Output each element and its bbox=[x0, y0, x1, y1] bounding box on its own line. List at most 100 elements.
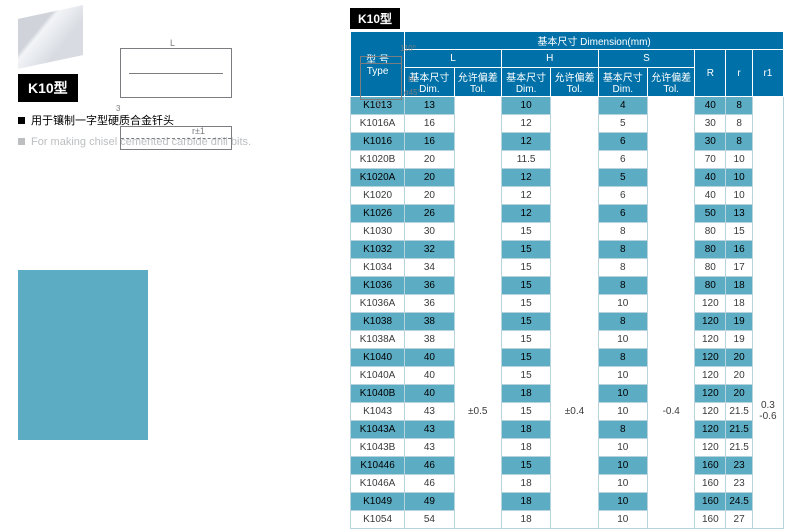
cell-R: 40 bbox=[695, 169, 726, 187]
cell-Htol bbox=[551, 187, 598, 205]
cell-L: 32 bbox=[405, 241, 455, 259]
dim-H: H bbox=[408, 74, 415, 84]
cell-H: 18 bbox=[501, 439, 551, 457]
th-H: H bbox=[501, 50, 598, 68]
cell-S: 10 bbox=[598, 385, 648, 403]
cell-type: K10446 bbox=[351, 457, 405, 475]
cell-L: 20 bbox=[405, 169, 455, 187]
cell-H: 10 bbox=[501, 97, 551, 115]
table-row: K1034341588017 bbox=[351, 259, 784, 277]
th-tol: 允许偏差 bbox=[458, 73, 498, 84]
cell-R: 80 bbox=[695, 259, 726, 277]
cell-Stol bbox=[648, 169, 695, 187]
cell-rr: 10 bbox=[726, 169, 752, 187]
th-r1: r1 bbox=[752, 50, 783, 97]
cell-H: 18 bbox=[501, 385, 551, 403]
cell-r1 bbox=[752, 97, 783, 115]
cell-S: 10 bbox=[598, 457, 648, 475]
cell-type: K1049 bbox=[351, 493, 405, 511]
cell-R: 70 bbox=[695, 151, 726, 169]
cell-R: 80 bbox=[695, 223, 726, 241]
dim-ang: 110° bbox=[400, 44, 416, 53]
cell-Stol bbox=[648, 241, 695, 259]
cell-S: 10 bbox=[598, 439, 648, 457]
cell-R: 80 bbox=[695, 241, 726, 259]
th-tol: 允许偏差 bbox=[554, 73, 594, 84]
cell-H: 15 bbox=[501, 313, 551, 331]
cell-L: 40 bbox=[405, 367, 455, 385]
cell-Htol bbox=[551, 97, 598, 115]
table-tab: K10型 bbox=[350, 8, 400, 29]
cell-H: 12 bbox=[501, 115, 551, 133]
cell-Htol bbox=[551, 151, 598, 169]
cell-type: K1032 bbox=[351, 241, 405, 259]
cell-type: K1054 bbox=[351, 511, 405, 529]
cell-type: K1043 bbox=[351, 403, 405, 421]
cell-Ltol bbox=[454, 277, 501, 295]
cell-Stol bbox=[648, 277, 695, 295]
cell-rr: 17 bbox=[726, 259, 752, 277]
cell-Ltol bbox=[454, 115, 501, 133]
cell-S: 10 bbox=[598, 511, 648, 529]
cell-r1 bbox=[752, 277, 783, 295]
cell-R: 120 bbox=[695, 403, 726, 421]
cell-S: 10 bbox=[598, 403, 648, 421]
cell-rr: 20 bbox=[726, 385, 752, 403]
cell-r1 bbox=[752, 151, 783, 169]
cell-rr: 23 bbox=[726, 457, 752, 475]
cell-S: 8 bbox=[598, 421, 648, 439]
cell-rr: 20 bbox=[726, 349, 752, 367]
th-tol2: Tol. bbox=[567, 84, 583, 95]
cell-Htol bbox=[551, 115, 598, 133]
cell-rr: 18 bbox=[726, 295, 752, 313]
cell-type: K1040 bbox=[351, 349, 405, 367]
cell-rr: 10 bbox=[726, 151, 752, 169]
cell-rr: 16 bbox=[726, 241, 752, 259]
cell-R: 30 bbox=[695, 133, 726, 151]
cell-Htol bbox=[551, 277, 598, 295]
table-row: K1032321588016 bbox=[351, 241, 784, 259]
cell-rr: 10 bbox=[726, 187, 752, 205]
cell-R: 40 bbox=[695, 97, 726, 115]
cell-Htol bbox=[551, 259, 598, 277]
cell-rr: 15 bbox=[726, 223, 752, 241]
th-dim2: Dim. bbox=[516, 84, 537, 95]
cell-S: 8 bbox=[598, 277, 648, 295]
cell-H: 15 bbox=[501, 331, 551, 349]
cell-Stol bbox=[648, 151, 695, 169]
cell-H: 15 bbox=[501, 349, 551, 367]
cell-Htol bbox=[551, 133, 598, 151]
cell-S: 5 bbox=[598, 169, 648, 187]
cell-H: 15 bbox=[501, 277, 551, 295]
cell-Stol: -0.4 bbox=[648, 295, 695, 529]
cell-Stol bbox=[648, 259, 695, 277]
table-row: K1026261265013 bbox=[351, 205, 784, 223]
cell-type: K1030 bbox=[351, 223, 405, 241]
cell-S: 6 bbox=[598, 187, 648, 205]
cell-H: 15 bbox=[501, 223, 551, 241]
table-row: K1036A36±0.515±0.410-0.4120180.3 -0.6 bbox=[351, 295, 784, 313]
cell-S: 6 bbox=[598, 133, 648, 151]
cell-r1 bbox=[752, 223, 783, 241]
cell-L: 20 bbox=[405, 151, 455, 169]
dim-ang2: α45° bbox=[404, 88, 421, 97]
cell-H: 12 bbox=[501, 133, 551, 151]
cell-S: 10 bbox=[598, 331, 648, 349]
tech-drawing: L 3 r±1 110° H S α45° bbox=[120, 48, 232, 150]
cell-type: K1040B bbox=[351, 385, 405, 403]
cell-S: 8 bbox=[598, 349, 648, 367]
cell-r1 bbox=[752, 187, 783, 205]
cell-type: K1020A bbox=[351, 169, 405, 187]
cell-L: 46 bbox=[405, 475, 455, 493]
cell-rr: 8 bbox=[726, 97, 752, 115]
cell-L: 40 bbox=[405, 385, 455, 403]
cell-Ltol: ±0.5 bbox=[454, 295, 501, 529]
dim-L: L bbox=[170, 38, 175, 48]
cell-Stol bbox=[648, 187, 695, 205]
cell-rr: 18 bbox=[726, 277, 752, 295]
cell-r1 bbox=[752, 133, 783, 151]
cell-S: 10 bbox=[598, 367, 648, 385]
cell-R: 160 bbox=[695, 493, 726, 511]
table-row: K1036361588018 bbox=[351, 277, 784, 295]
table-row: K101616126308 bbox=[351, 133, 784, 151]
